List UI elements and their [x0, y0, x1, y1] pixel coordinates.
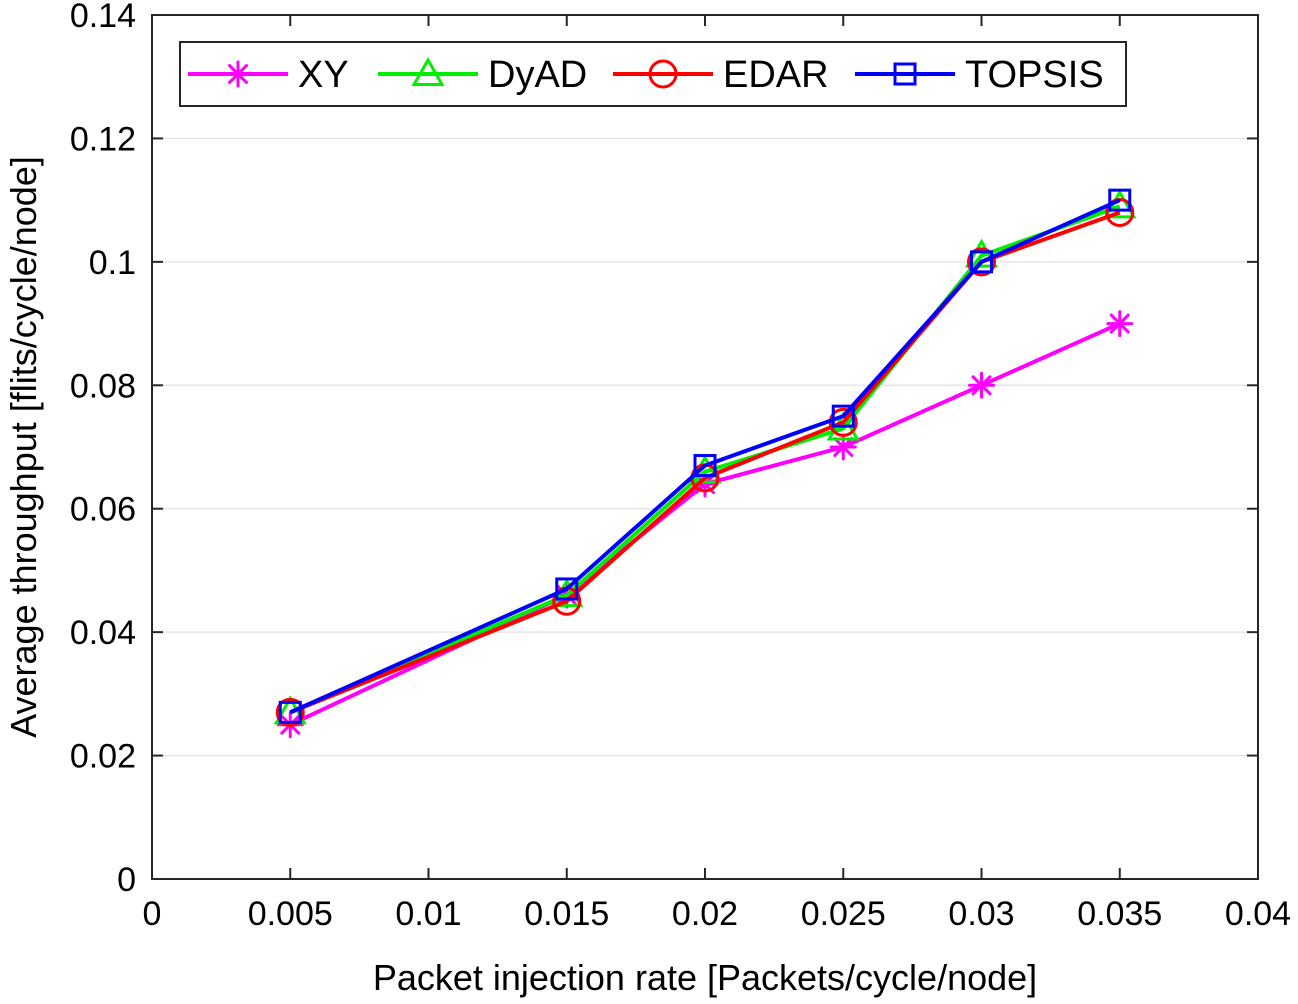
y-tick-label: 0.02	[70, 738, 136, 776]
data-point-dyad	[964, 238, 999, 268]
series-dyad	[273, 189, 1137, 725]
legend-label-topsis: TOPSIS	[965, 54, 1104, 96]
legend-entry-topsis: TOPSIS	[855, 54, 1104, 96]
data-point-topsis	[555, 577, 579, 601]
data-point-topsis	[970, 250, 993, 274]
grid-lines	[152, 14, 1258, 880]
legend-entry-dyad: DyAD	[378, 54, 587, 96]
y-tick-label: 0.14	[70, 0, 136, 35]
legend-entry-xy: XY	[188, 54, 349, 96]
x-tick-label: 0.02	[672, 895, 738, 933]
legend-label-xy: XY	[298, 54, 349, 96]
y-tick-label: 0.04	[70, 614, 136, 652]
data-point-xy	[968, 371, 995, 399]
axis-ticks: 0 0.02 0.04 0.06 0.08 0.1 0.12 0.14 0 0.005 0.01 0.…	[70, 0, 1291, 933]
y-tick-label: 0.06	[70, 491, 136, 529]
series-edar	[275, 197, 1135, 727]
legend-label-dyad: DyAD	[488, 54, 587, 96]
series-line-edar	[289, 210, 1121, 715]
legend-label-edar: EDAR	[723, 54, 829, 96]
x-tick-label: 0.005	[248, 895, 333, 933]
x-tick-label: 0.015	[524, 895, 609, 933]
y-tick-label: 0.08	[70, 367, 136, 405]
x-tick-label: 0.04	[1225, 895, 1291, 933]
legend-marker-edar	[648, 59, 678, 89]
series-topsis	[278, 188, 1132, 724]
data-point-topsis	[1108, 188, 1132, 212]
data-point-xy	[1106, 310, 1134, 338]
legend-marker-topsis	[893, 62, 917, 86]
legend-marker-dyad	[411, 56, 445, 86]
data-point-edar	[1105, 197, 1135, 227]
data-point-edar	[275, 697, 305, 727]
data-point-topsis	[278, 700, 302, 724]
x-tick-label: 0.03	[948, 895, 1014, 933]
x-tick-label: 0.01	[395, 895, 461, 933]
y-tick-label: 0	[117, 861, 136, 899]
series-line-topsis	[289, 198, 1121, 715]
plot-area-frame	[151, 14, 1259, 880]
y-tick-label: 0.12	[70, 120, 136, 158]
x-axis-label: Packet injection rate [Packets/cycle/nod…	[373, 957, 1037, 998]
data-point-topsis	[693, 454, 717, 478]
x-tick-label: 0.025	[801, 895, 886, 933]
series-group	[273, 188, 1137, 739]
y-tick-label: 0.1	[89, 244, 136, 282]
data-point-topsis	[831, 404, 855, 428]
y-axis-label: Average throughput [flits/cycle/node]	[3, 156, 44, 738]
legend-entry-edar: EDAR	[613, 54, 829, 96]
x-tick-label: 0.035	[1077, 895, 1162, 933]
legend-marker-xy	[224, 60, 252, 88]
series-line-xy	[289, 321, 1121, 727]
series-xy	[276, 310, 1134, 739]
data-point-edar	[967, 247, 996, 277]
x-tick-label: 0	[143, 895, 162, 933]
legend: XY DyAD EDAR TOPSIS	[179, 41, 1127, 107]
